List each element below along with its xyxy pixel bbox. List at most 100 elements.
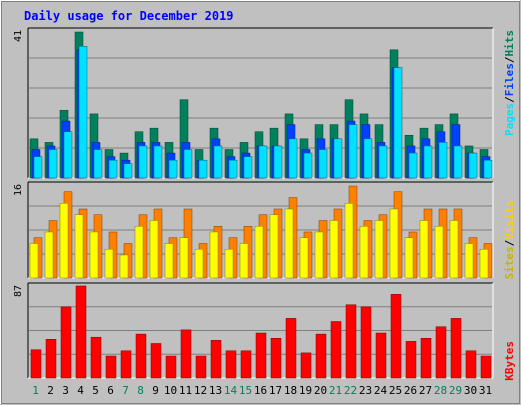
- kbytes-bar: [390, 294, 402, 379]
- x-tick-label: 18: [284, 384, 297, 397]
- kbytes-bar: [165, 355, 177, 379]
- kbytes-bar: [285, 318, 297, 379]
- legend-pages-files-hits: Pages/Files/Hits: [503, 30, 516, 136]
- pages-bar: [273, 145, 283, 179]
- kbytes-bar: [195, 355, 207, 379]
- x-tick-label: 22: [344, 384, 357, 397]
- x-tick-label: 23: [359, 384, 372, 397]
- panel-hits-files-pages: 41: [13, 27, 494, 179]
- kbytes-bar: [375, 332, 387, 379]
- kbytes-bar: [435, 326, 447, 379]
- sites-bar: [104, 249, 114, 279]
- pages-bar: [123, 163, 133, 179]
- kbytes-bar: [45, 339, 57, 379]
- x-tick-label: 26: [404, 384, 417, 397]
- kbytes-bar: [360, 306, 372, 379]
- sites-bar: [419, 220, 429, 279]
- pages-bar: [483, 159, 493, 179]
- sites-bar: [194, 249, 204, 279]
- kbytes-bar: [255, 332, 267, 379]
- x-tick-label: 10: [164, 384, 177, 397]
- legend-hits: Hits: [503, 30, 516, 57]
- kbytes-bar: [240, 350, 252, 379]
- legend-kbytes: KBytes: [503, 341, 516, 381]
- legend-bottom-text: KBytes: [503, 341, 516, 381]
- sites-bar: [134, 226, 144, 279]
- pages-bar: [168, 159, 178, 179]
- x-tick-label: 1: [32, 384, 39, 397]
- pages-bar: [63, 131, 73, 179]
- sites-bar: [449, 220, 459, 279]
- sites-bar: [404, 237, 414, 279]
- pages-bar: [348, 124, 358, 179]
- x-tick-label: 6: [107, 384, 114, 397]
- legend-mid-text: Sites/Visits: [503, 200, 516, 280]
- x-tick-label: 7: [122, 384, 129, 397]
- x-tick-label: 2: [47, 384, 54, 397]
- x-tick-label: 29: [449, 384, 462, 397]
- x-tick-label: 27: [419, 384, 432, 397]
- x-tick-label: 20: [314, 384, 327, 397]
- kbytes-bar: [180, 329, 192, 379]
- pages-bar: [198, 159, 208, 179]
- pages-bar: [453, 145, 463, 179]
- pages-bar: [288, 138, 298, 179]
- pages-bar: [153, 145, 163, 179]
- pages-bar: [78, 45, 88, 179]
- sites-bar: [59, 203, 69, 279]
- pages-bar: [228, 159, 238, 179]
- x-tick-label: 15: [239, 384, 252, 397]
- kbytes-bar: [75, 285, 87, 379]
- legend-sites-visits: Sites/Visits: [503, 200, 516, 280]
- kbytes-bar: [30, 349, 42, 379]
- kbytes-bar: [300, 352, 312, 379]
- x-tick-label: 9: [152, 384, 159, 397]
- sites-bar: [179, 237, 189, 279]
- x-tick-label: 5: [92, 384, 99, 397]
- panel-kbytes: 87: [13, 282, 494, 379]
- max-value-label: 41: [13, 30, 24, 42]
- sites-bar: [119, 254, 129, 279]
- legend-files: Files: [503, 63, 516, 96]
- legend-sep: /: [503, 239, 516, 246]
- sites-bar: [269, 214, 279, 279]
- kbytes-bar: [450, 318, 462, 379]
- pages-bar: [108, 159, 118, 179]
- kbytes-bar: [60, 306, 72, 379]
- pages-bar: [423, 145, 433, 179]
- x-tick-label: 31: [479, 384, 492, 397]
- max-value-label: 87: [13, 285, 24, 297]
- x-axis-labels: 1 2 3 4 5 6 7 8 9 10 11 12 13 14 15 16 17 18 19 20 21 22 23 24 2…: [32, 384, 492, 397]
- kbytes-bar: [405, 341, 417, 379]
- sites-bar: [329, 220, 339, 279]
- sites-bar: [29, 243, 39, 279]
- x-tick-label: 19: [299, 384, 312, 397]
- kbytes-bar: [225, 350, 237, 379]
- kbytes-bar: [270, 338, 282, 379]
- pages-bar: [93, 149, 103, 179]
- pages-bar: [318, 149, 328, 179]
- pages-bar: [438, 142, 448, 179]
- sites-bar: [209, 231, 219, 279]
- pages-bar: [363, 138, 373, 179]
- x-tick-label: 13: [209, 384, 222, 397]
- pages-bar: [183, 149, 193, 179]
- x-tick-label: 30: [464, 384, 477, 397]
- pages-bar: [303, 152, 313, 179]
- kbytes-bar: [135, 333, 147, 379]
- x-tick-label: 3: [62, 384, 69, 397]
- legend-top-text: Pages/Files/Hits: [503, 30, 516, 136]
- x-tick-label: 14: [224, 384, 238, 397]
- pages-bar: [378, 145, 388, 179]
- legend-visits: Visits: [503, 200, 516, 240]
- legend-sites: Sites: [503, 246, 516, 279]
- kbytes-bar: [345, 304, 357, 379]
- sites-bar: [314, 231, 324, 279]
- sites-bar: [389, 208, 399, 279]
- panel-visits-sites: 16: [13, 181, 494, 279]
- x-tick-label: 8: [137, 384, 144, 397]
- sites-bar: [254, 226, 264, 279]
